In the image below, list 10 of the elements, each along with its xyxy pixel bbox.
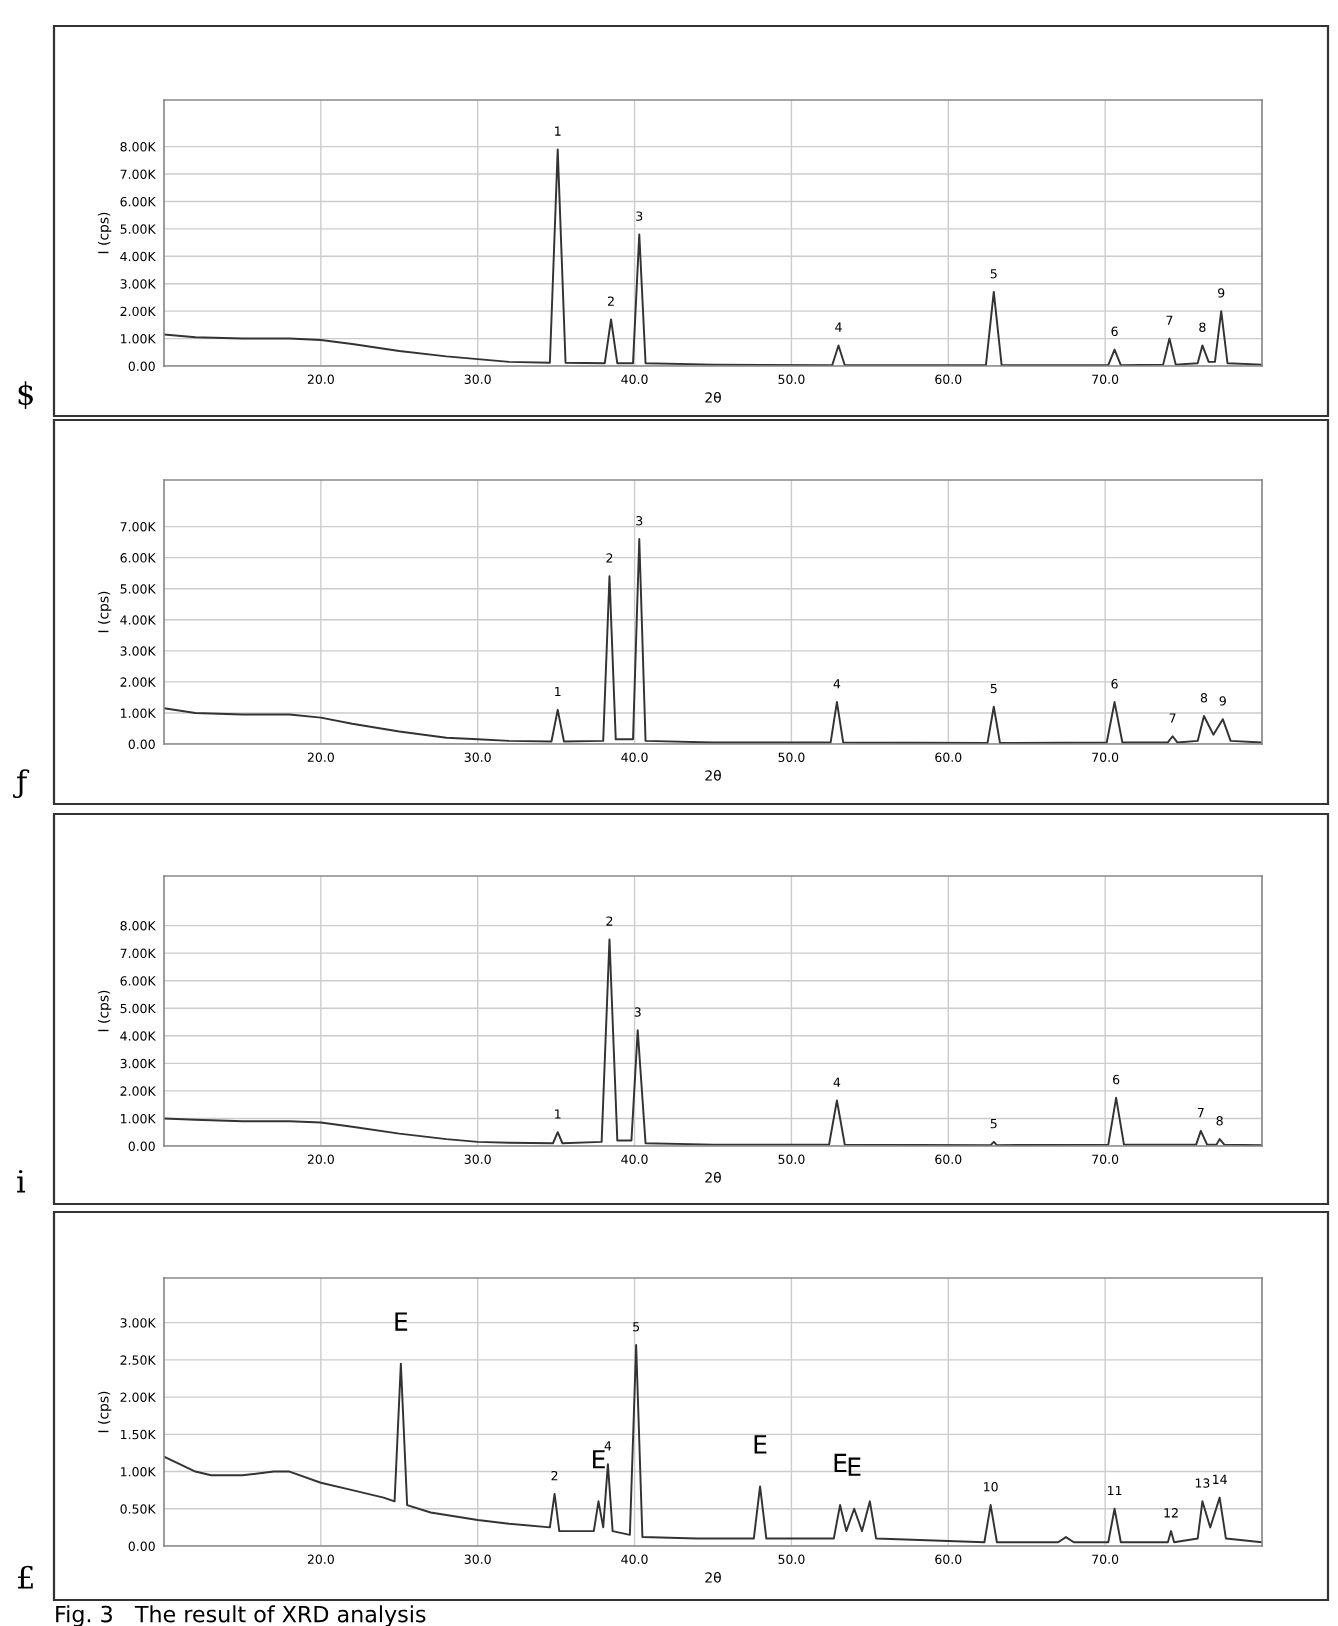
annotation: E: [593, 1450, 605, 1469]
annotation: E: [754, 1435, 767, 1454]
annotation: E: [834, 1453, 847, 1473]
caption: Fig. 3 The result of XRD analysis: [56, 1605, 426, 1626]
annotation: E: [848, 1457, 861, 1476]
text: $: [18, 381, 33, 409]
annotation: E: [395, 1312, 408, 1331]
text: £: [18, 1565, 33, 1589]
text: ƒ: [13, 769, 30, 799]
text: i: [17, 1169, 26, 1193]
